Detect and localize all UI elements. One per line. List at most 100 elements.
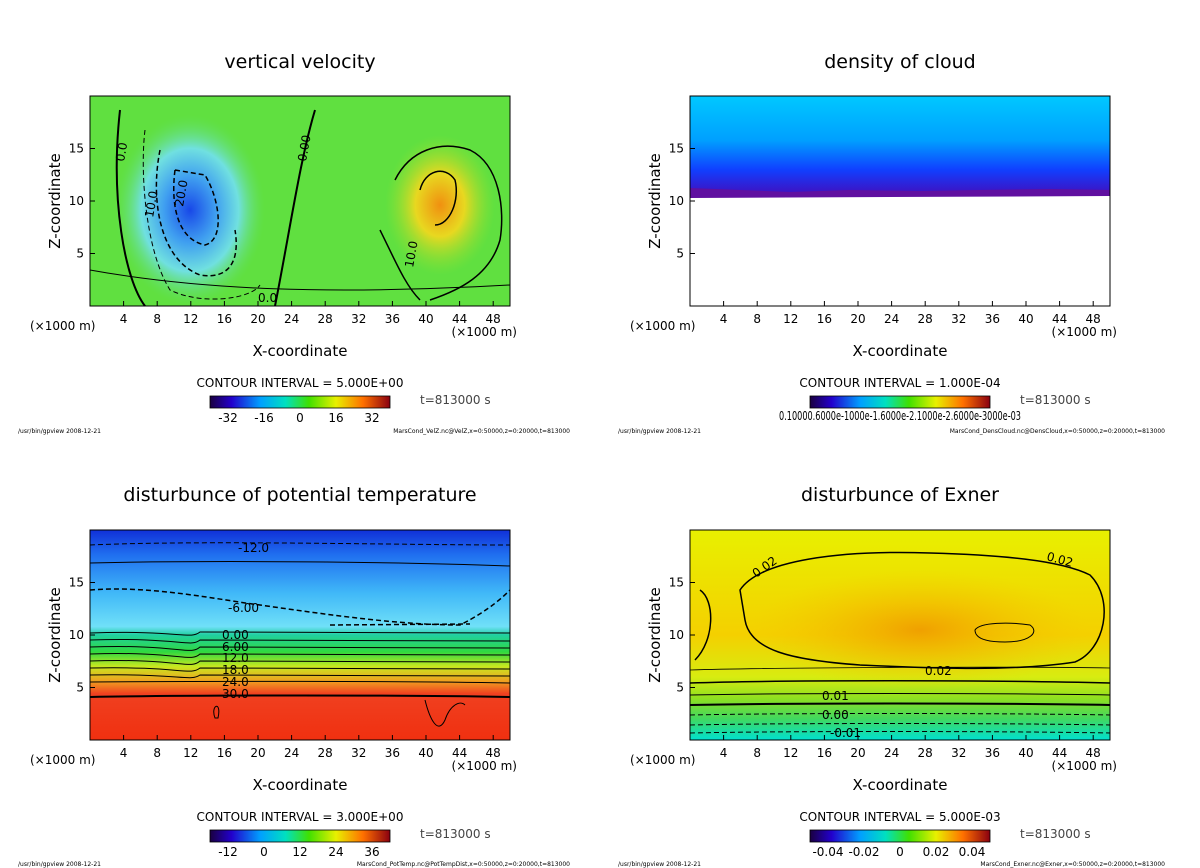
panel-vertical-velocity: vertical velocity 0.0 0.00 10.0 20.0 10.… (18, 51, 570, 435)
x-tick-label: 44 (1052, 312, 1067, 326)
contour-interval: CONTOUR INTERVAL = 5.000E+00 (197, 376, 404, 390)
contour-interval: CONTOUR INTERVAL = 3.000E+00 (197, 810, 404, 824)
contour-label: 0.02 (925, 664, 952, 678)
contour-label: 0.02 (1045, 549, 1074, 569)
x-unit-right: (×1000 m) (452, 325, 517, 339)
y-tick-label: 5 (676, 681, 684, 695)
colorbar-tick-label: 0 (296, 411, 304, 425)
colorbar-tick-label: -32 (218, 411, 238, 425)
contour-interval: CONTOUR INTERVAL = 5.000E-03 (799, 810, 1000, 824)
colorbar-tick-label: -0.04 (812, 845, 843, 859)
plot-area: 0.02 0.02 0.02 0.01 0.00 -0.01 (689, 529, 1111, 741)
chart-title: density of cloud (824, 51, 976, 73)
colorbar-tick-label: 16 (328, 411, 343, 425)
contour-label: 10.0 (142, 190, 160, 219)
colorbar-tick-label: -0.02 (848, 845, 879, 859)
x-tick-label: 24 (284, 746, 299, 760)
plot-area: -12.0 -6.00 0.00 6.00 12.0 18.0 24.0 30.… (89, 529, 511, 741)
x-tick-label: 24 (884, 312, 899, 326)
contour-label: -0.01 (830, 726, 861, 740)
program-info: /usr/bin/gpview 2008-12-21 (18, 428, 101, 435)
colorbar-tick-label: 0.02 (923, 845, 950, 859)
x-unit-left: (×1000 m) (630, 319, 695, 333)
x-tick-label: 48 (1086, 746, 1101, 760)
y-axis-ticks: 5 10 15 (669, 142, 695, 261)
chart-title: vertical velocity (224, 51, 375, 73)
x-axis-label: X-coordinate (853, 776, 948, 794)
x-axis-label: X-coordinate (853, 342, 948, 360)
source-info: MarsCond_Exner.nc@Exner,x=0:50000,z=0:20… (980, 861, 1165, 868)
contour-label: 0.00 (295, 134, 313, 163)
colorbar (809, 829, 991, 843)
chart-title: disturbunce of Exner (801, 484, 999, 506)
y-tick-label: 10 (669, 628, 684, 642)
y-axis-ticks: 5 10 15 (669, 576, 695, 695)
x-tick-label: 32 (351, 312, 366, 326)
x-tick-label: 16 (817, 746, 832, 760)
x-tick-label: 16 (817, 312, 832, 326)
contour-label: 0.01 (822, 689, 849, 703)
y-axis-label: Z-coordinate (646, 153, 664, 248)
source-info: MarsCond_PotTemp.nc@PotTempDist,x=0:5000… (357, 861, 570, 868)
x-tick-label: 16 (217, 746, 232, 760)
colorbar-ticks-overlapped: 0.10000.6000e-1000e-1.6000e-2.1000e-2.60… (779, 409, 1021, 423)
x-tick-label: 48 (1086, 312, 1101, 326)
x-tick-label: 32 (351, 746, 366, 760)
x-axis-ticks: 4 8 12 16 20 24 28 32 36 40 44 48 (720, 301, 1101, 326)
x-tick-label: 20 (850, 312, 865, 326)
colorbar (209, 829, 391, 843)
plot-area: 0.0 0.00 10.0 20.0 10.0 0.0 (89, 95, 511, 307)
colorbar-tick-label: 12 (292, 845, 307, 859)
colorbar-tick-label: 36 (364, 845, 379, 859)
contour-label: 18.0 (222, 663, 249, 677)
time-label: t=813000 s (420, 827, 491, 841)
x-tick-label: 36 (985, 746, 1000, 760)
time-label: t=813000 s (1020, 393, 1091, 407)
colorbar (809, 395, 991, 409)
x-tick-label: 28 (918, 746, 933, 760)
x-axis-label: X-coordinate (253, 342, 348, 360)
y-tick-label: 15 (669, 142, 684, 156)
panel-exner: disturbunce of Exner 0.02 0.02 0.02 0.01… (618, 484, 1165, 868)
y-tick-label: 10 (69, 194, 84, 208)
plot-area (689, 95, 1111, 307)
contour-label: 30.0 (222, 687, 249, 701)
x-tick-label: 12 (183, 312, 198, 326)
y-axis-label: Z-coordinate (46, 587, 64, 682)
program-info: /usr/bin/gpview 2008-12-21 (618, 861, 701, 868)
contour-label: 0.0 (113, 141, 130, 162)
program-info: /usr/bin/gpview 2008-12-21 (18, 861, 101, 868)
source-info: MarsCond_VelZ.nc@VelZ,x=0:50000,z=0:2000… (393, 428, 570, 435)
x-tick-label: 48 (486, 746, 501, 760)
x-tick-label: 8 (153, 746, 161, 760)
y-axis-label: Z-coordinate (46, 153, 64, 248)
x-tick-label: 32 (951, 312, 966, 326)
contour-label: 0.00 (822, 708, 849, 722)
x-tick-label: 40 (418, 312, 433, 326)
x-tick-label: 20 (850, 746, 865, 760)
y-axis-label: Z-coordinate (646, 587, 664, 682)
panel-density-of-cloud: density of cloud 4 8 12 16 20 24 28 32 36 40 44 48 … (618, 51, 1165, 435)
y-tick-label: 15 (669, 576, 684, 590)
y-tick-label: 5 (676, 247, 684, 261)
y-tick-label: 15 (69, 576, 84, 590)
x-tick-label: 8 (753, 312, 761, 326)
x-unit-right: (×1000 m) (1052, 759, 1117, 773)
x-tick-label: 4 (720, 746, 728, 760)
time-label: t=813000 s (420, 393, 491, 407)
panel-potential-temperature: disturbunce of potential temperature -12… (18, 484, 570, 868)
x-tick-label: 28 (318, 312, 333, 326)
x-tick-label: 40 (1018, 746, 1033, 760)
contour-label: 0.0 (258, 291, 277, 305)
x-tick-label: 4 (720, 312, 728, 326)
contour-label: 0.00 (222, 628, 249, 642)
y-tick-label: 10 (669, 194, 684, 208)
x-tick-label: 8 (753, 746, 761, 760)
x-tick-label: 4 (120, 746, 128, 760)
x-tick-label: 36 (385, 312, 400, 326)
y-tick-label: 15 (69, 142, 84, 156)
x-unit-left: (×1000 m) (630, 753, 695, 767)
y-tick-label: 5 (76, 681, 84, 695)
colorbar-tick-label: 0 (896, 845, 904, 859)
colorbar-tick-label: -16 (254, 411, 274, 425)
